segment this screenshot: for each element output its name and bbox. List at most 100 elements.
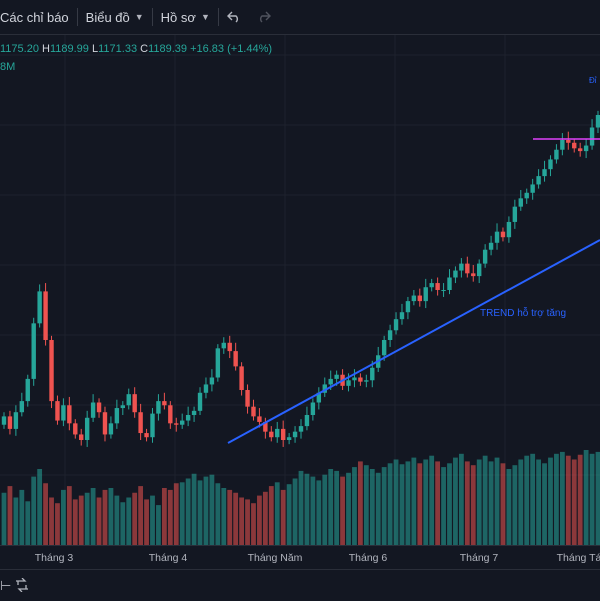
replay-icon[interactable] <box>14 577 30 595</box>
x-tick-label: Tháng 4 <box>149 552 188 564</box>
volume-bar <box>227 489 233 545</box>
candle-body <box>334 374 339 379</box>
volume-bar <box>548 457 553 545</box>
candle-body <box>423 287 428 302</box>
volume-bar <box>316 480 322 545</box>
candle-body <box>429 283 434 288</box>
volume-bar <box>322 474 328 545</box>
volume-bar <box>215 483 221 545</box>
volume-legend: 8M <box>0 61 16 73</box>
undo-icon[interactable] <box>219 0 249 34</box>
candle-body <box>227 342 232 352</box>
candle-body <box>512 206 518 222</box>
volume-bar <box>447 463 452 545</box>
candle-body <box>346 380 351 386</box>
chart-menu-button[interactable]: Biểu đồ ▼ <box>78 0 152 34</box>
price-chart[interactable]: TREND hỗ trợ tăng Đỉ <box>0 35 600 545</box>
volume-bar <box>441 467 446 545</box>
candle-body <box>7 416 13 429</box>
volume-bar <box>37 469 43 545</box>
volume-bar <box>268 486 274 545</box>
volume-bar <box>435 461 441 545</box>
volume-bar <box>482 455 488 545</box>
volume-bar <box>393 459 399 545</box>
x-tick-label: Tháng Năm <box>248 552 303 564</box>
volume-bar <box>500 463 506 545</box>
candle-body <box>572 142 577 149</box>
candle-body <box>126 394 131 406</box>
candle-body <box>120 405 125 409</box>
candle-body <box>566 140 571 143</box>
candle-body <box>55 401 60 421</box>
x-tick-label: Tháng 3 <box>35 552 74 564</box>
toolbar-divider <box>151 8 153 26</box>
volume-bar <box>470 465 476 545</box>
candle-body <box>554 149 559 160</box>
volume-bar <box>78 495 84 545</box>
volume-bar <box>49 497 54 545</box>
volume-bar <box>352 467 357 545</box>
candle-body <box>589 127 595 146</box>
profile-menu-button[interactable]: Hồ sơ ▼ <box>153 0 218 34</box>
candle-body <box>494 231 500 243</box>
volume-bar <box>346 472 351 545</box>
candle-body <box>49 340 54 402</box>
candle-body <box>352 377 357 381</box>
candle-body <box>61 405 66 421</box>
candle-body <box>185 415 191 421</box>
volume-bar <box>173 483 179 545</box>
volume-bar <box>405 461 411 545</box>
candle-body <box>387 330 393 340</box>
candle-body <box>209 377 215 385</box>
volume-bar <box>1 492 7 545</box>
volume-bar <box>43 483 48 545</box>
volume-bar <box>179 482 185 545</box>
candle-body <box>583 145 589 152</box>
volume-bar <box>506 469 512 545</box>
candle-body <box>453 270 458 278</box>
candle-body <box>114 408 120 424</box>
volume-bar <box>286 484 292 545</box>
x-tick-label: Tháng Tá <box>557 552 600 564</box>
volume-bar <box>31 476 37 545</box>
time-axis[interactable] <box>0 545 600 569</box>
x-tick-label: Tháng 6 <box>349 552 388 564</box>
volume-bar <box>292 478 298 545</box>
volume-bar <box>577 454 583 545</box>
trend-line[interactable] <box>227 239 600 444</box>
low-value: 1171.33 <box>98 43 138 55</box>
volume-bar <box>7 486 13 545</box>
volume-bar <box>589 453 595 545</box>
candle-body <box>144 433 149 438</box>
volume-bar <box>453 457 458 545</box>
volume-bar <box>542 463 547 545</box>
candle-body <box>560 140 565 150</box>
chevron-down-icon: ▼ <box>134 12 144 22</box>
candle-body <box>405 301 411 313</box>
volume-bar <box>429 455 435 545</box>
candle-body <box>257 416 262 422</box>
candle-body <box>310 402 316 415</box>
volume-bar <box>167 489 173 545</box>
candle-body <box>168 405 173 424</box>
indicators-button[interactable]: Các chỉ báo <box>0 0 77 34</box>
volume-bar <box>245 499 250 545</box>
toolbar-divider <box>217 8 219 26</box>
volume-bar <box>209 474 215 545</box>
volume-bar <box>150 495 155 545</box>
candle-body <box>411 295 417 302</box>
candle-body <box>577 148 583 152</box>
volume-bar <box>233 492 239 545</box>
ruler-icon[interactable]: ⊢ <box>0 578 12 593</box>
volume-bar <box>114 495 120 545</box>
volume-bar <box>138 486 144 545</box>
volume-bar <box>185 478 191 545</box>
chart-menu-label: Biểu đồ <box>85 9 130 25</box>
redo-icon[interactable] <box>249 0 279 34</box>
candle-body <box>536 176 541 185</box>
candle-body <box>37 291 42 324</box>
candle-body <box>233 351 238 367</box>
volume-bar <box>144 499 149 545</box>
candle-body <box>43 291 48 340</box>
candle-body <box>102 412 108 435</box>
